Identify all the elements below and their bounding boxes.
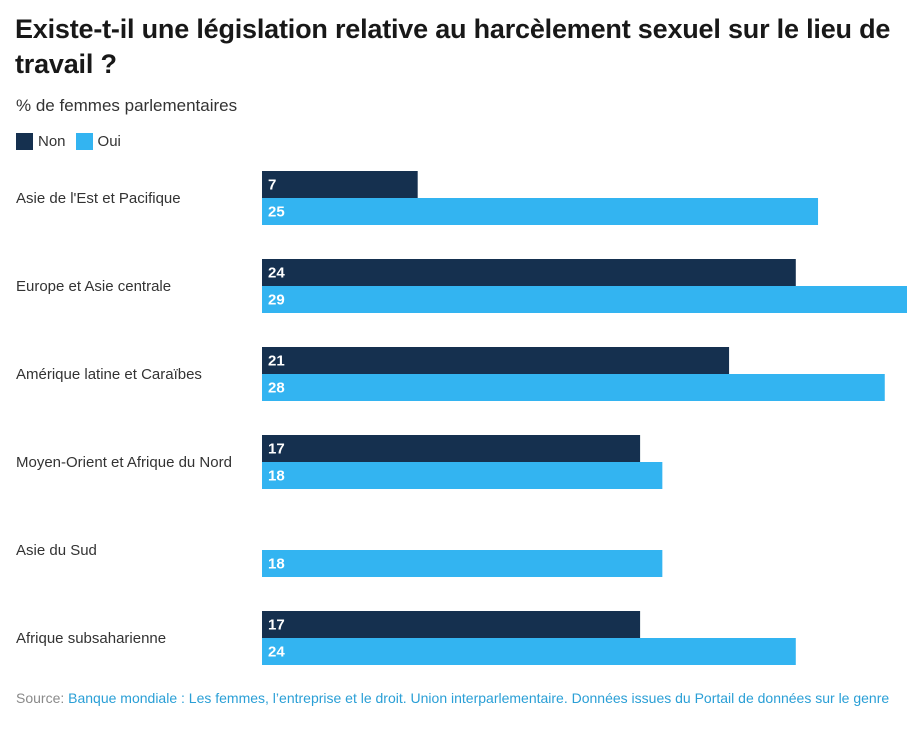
bar-non-asie-de-l-est-et-pacifique[interactable] xyxy=(262,171,418,198)
source-prefix: Source: xyxy=(16,690,69,706)
legend-item-oui: Oui xyxy=(75,133,121,150)
bar-non-europe-et-asie-centrale[interactable] xyxy=(262,259,796,286)
data-label-oui: 28 xyxy=(268,380,285,397)
bar-oui-moyen-orient-et-afrique-du-nord[interactable] xyxy=(262,462,663,489)
category-label: Afrique subsaharienne xyxy=(16,630,166,647)
bar-non-afrique-subsaharienne[interactable] xyxy=(262,611,641,638)
bar-group-moyen-orient-et-afrique-du-nord: Moyen-Orient et Afrique du Nord 17 18 xyxy=(16,435,663,489)
legend-label-non: Non xyxy=(38,133,66,150)
data-label-oui: 18 xyxy=(268,468,285,485)
bar-oui-amerique-latine-et-caraibes[interactable] xyxy=(262,374,885,401)
bar-oui-asie-de-l-est-et-pacifique[interactable] xyxy=(262,198,819,225)
bar-group-afrique-subsaharienne: Afrique subsaharienne 17 24 xyxy=(16,611,796,665)
legend: Non Oui xyxy=(16,133,131,150)
bar-chart: Asie de l'Est et Pacifique 7 25 Europe et A… xyxy=(16,171,907,665)
chart-subtitle: % de femmes parlementaires xyxy=(16,96,238,115)
bar-group-amerique-latine-et-caraibes: Amérique latine et Caraïbes 21 28 xyxy=(16,347,885,401)
legend-swatch-non xyxy=(16,133,33,150)
category-label: Asie du Sud xyxy=(16,542,97,559)
category-label: Moyen-Orient et Afrique du Nord xyxy=(16,454,232,471)
data-label-non: 24 xyxy=(268,265,285,282)
data-label-non: 7 xyxy=(268,177,276,194)
legend-swatch-oui xyxy=(75,133,93,150)
legend-item-non: Non xyxy=(16,133,66,150)
bar-group-europe-et-asie-centrale: Europe et Asie centrale 24 29 xyxy=(16,259,907,313)
data-label-non: 21 xyxy=(268,353,285,370)
data-label-oui: 24 xyxy=(268,644,285,661)
data-label-non: 17 xyxy=(268,617,285,634)
bar-non-amerique-latine-et-caraibes[interactable] xyxy=(262,347,730,374)
bar-oui-europe-et-asie-centrale[interactable] xyxy=(262,286,907,313)
source-link[interactable]: Banque mondiale : Les femmes, l’entrepri… xyxy=(68,690,890,706)
bar-non-moyen-orient-et-afrique-du-nord[interactable] xyxy=(262,435,641,462)
bar-oui-afrique-subsaharienne[interactable] xyxy=(262,638,796,665)
chart-title: Existe-t-il une législation relative au … xyxy=(15,14,891,79)
data-label-oui: 25 xyxy=(268,204,285,221)
bar-group-asie-du-sud: Asie du Sud 18 xyxy=(16,542,663,577)
data-label-oui: 29 xyxy=(268,292,285,309)
bar-group-asie-de-l-est-et-pacifique: Asie de l'Est et Pacifique 7 25 xyxy=(16,171,819,225)
data-label-non: 17 xyxy=(268,441,285,458)
data-label-oui: 18 xyxy=(268,556,285,573)
category-label: Europe et Asie centrale xyxy=(16,278,171,295)
category-label: Amérique latine et Caraïbes xyxy=(16,366,202,383)
legend-label-oui: Oui xyxy=(97,133,121,150)
bar-oui-asie-du-sud[interactable] xyxy=(262,550,663,577)
source-note: Source: Banque mondiale : Les femmes, l’… xyxy=(16,689,906,708)
category-label: Asie de l'Est et Pacifique xyxy=(16,190,181,207)
